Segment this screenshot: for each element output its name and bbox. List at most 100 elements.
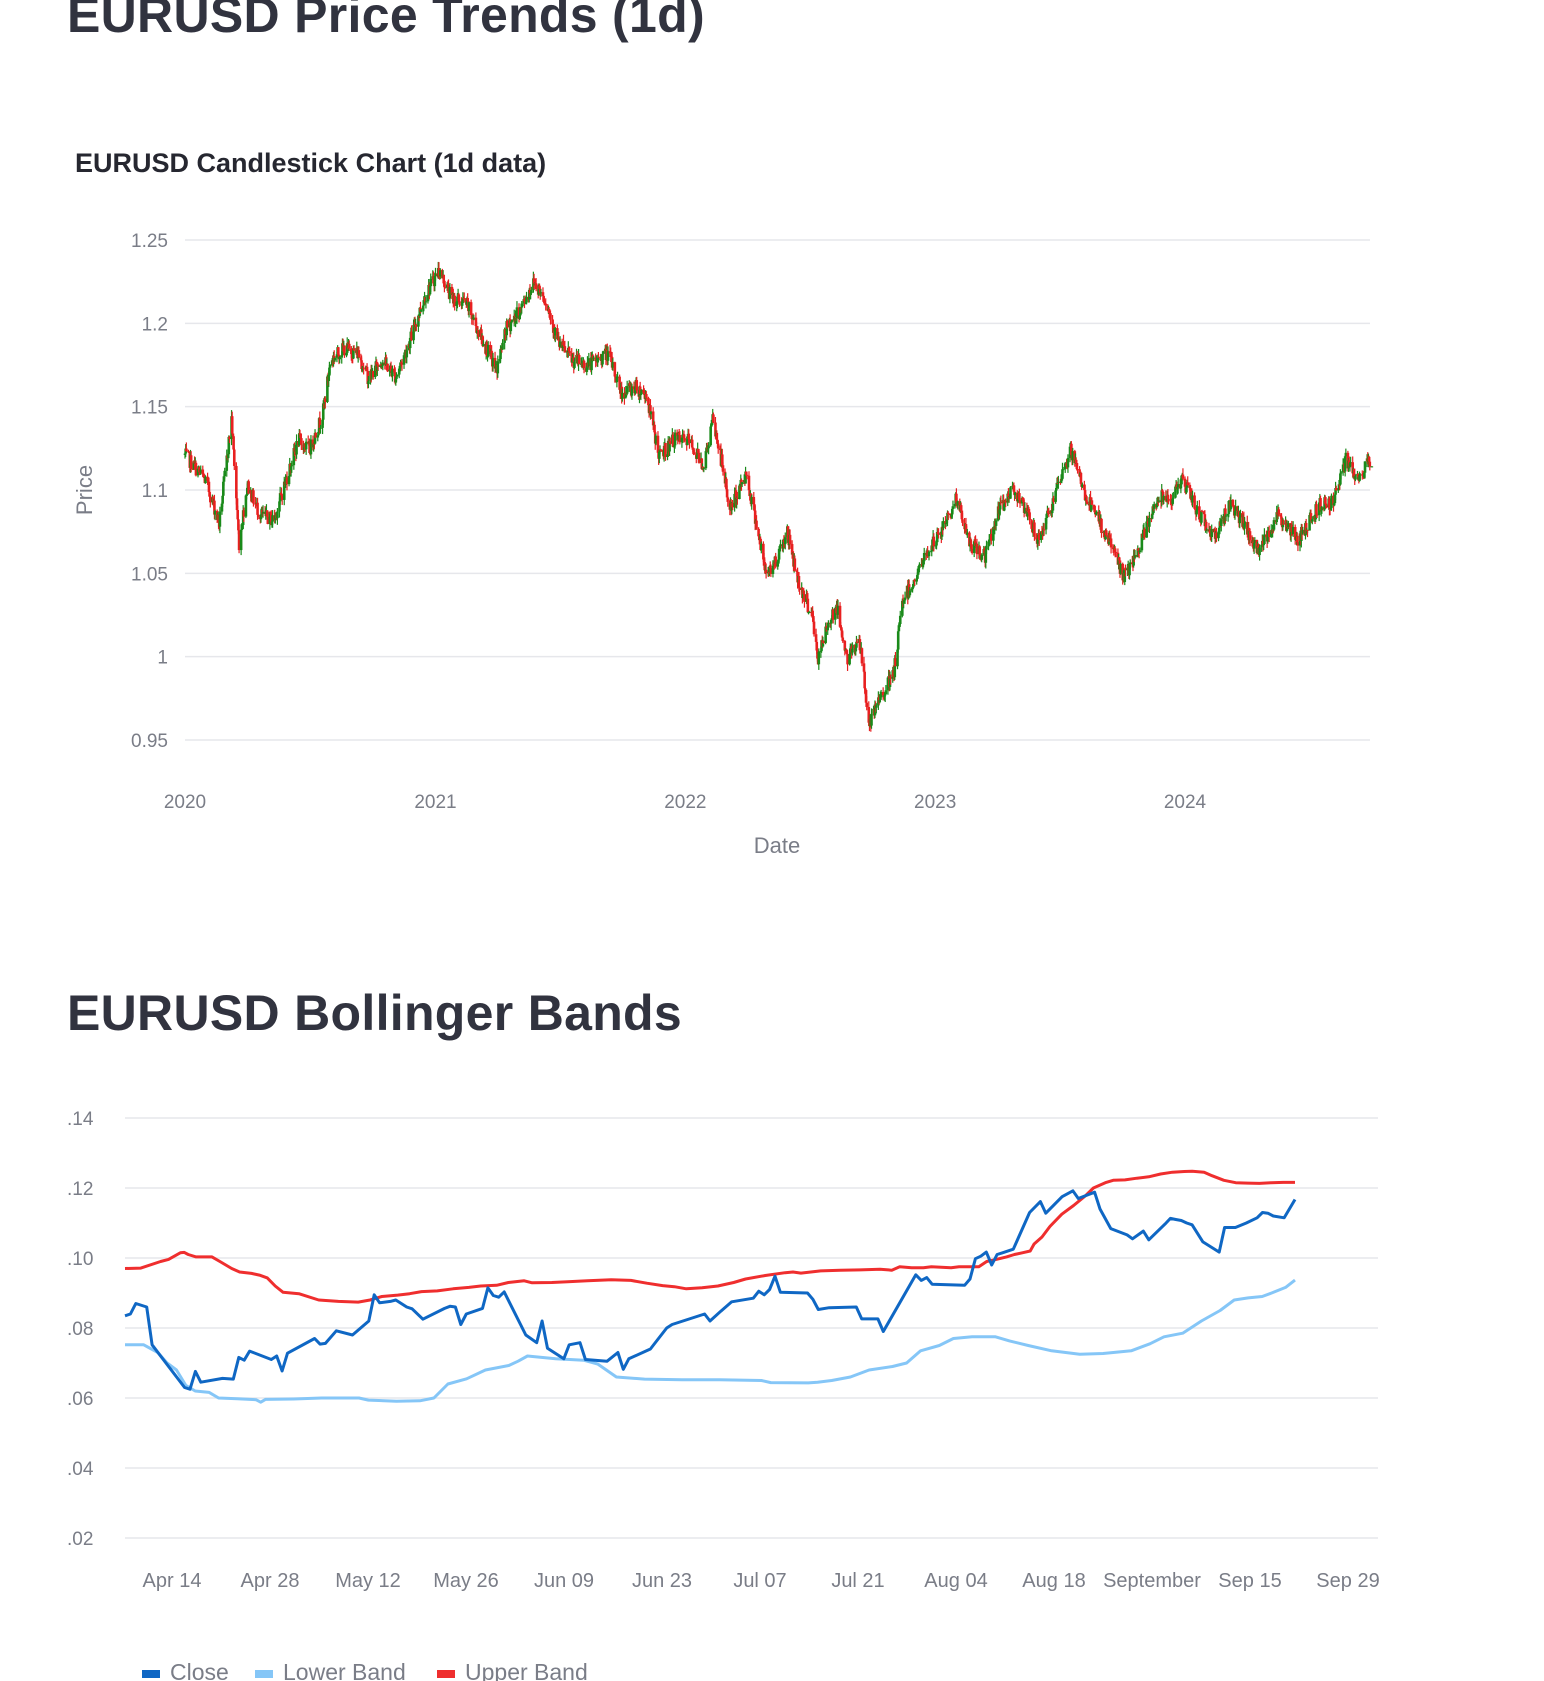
candle-body bbox=[725, 489, 729, 498]
candle-body bbox=[337, 354, 341, 360]
candle-body bbox=[187, 451, 190, 453]
candle-body bbox=[525, 296, 528, 303]
candle-body bbox=[750, 496, 754, 505]
candle-body bbox=[289, 466, 293, 471]
candle-body bbox=[367, 381, 370, 385]
candle-body bbox=[922, 561, 925, 565]
candle-body bbox=[782, 539, 786, 542]
candle-body bbox=[760, 543, 763, 550]
candle-body bbox=[532, 278, 535, 291]
bollinger-chart[interactable]: .14 .12 .10 .08 .06 .04 .02 Apr 14 Apr 28 May 12 M… bbox=[0, 1090, 1544, 1681]
candle-body bbox=[562, 341, 565, 346]
candle-body bbox=[935, 531, 939, 543]
candle-body bbox=[228, 436, 231, 440]
candle-body bbox=[1052, 498, 1055, 502]
candle-body bbox=[1309, 513, 1313, 520]
x-tick-label: Sep 29 bbox=[1316, 1570, 1379, 1592]
candle-body bbox=[744, 471, 748, 475]
candle-body bbox=[319, 427, 322, 429]
candle-body bbox=[913, 580, 916, 582]
candle-body bbox=[1319, 498, 1322, 511]
candle-body bbox=[776, 561, 780, 567]
candle-body bbox=[547, 308, 551, 313]
candle-body bbox=[362, 367, 365, 369]
candle-body bbox=[1367, 456, 1371, 462]
candle-body bbox=[467, 302, 471, 312]
candle-body bbox=[968, 532, 971, 547]
candle-body bbox=[879, 691, 883, 698]
candle-body bbox=[645, 393, 648, 398]
candle-body bbox=[380, 365, 384, 367]
candle-body bbox=[662, 448, 666, 457]
candle-body bbox=[854, 647, 858, 651]
candle-body bbox=[1123, 568, 1127, 582]
candle-body bbox=[1138, 550, 1142, 553]
candle-body bbox=[1229, 499, 1233, 510]
y-tick-label: .08 bbox=[67, 1319, 93, 1340]
candle-body bbox=[486, 344, 490, 357]
candle-body bbox=[1026, 510, 1030, 512]
candle-body bbox=[630, 386, 634, 396]
candle-body bbox=[278, 501, 281, 512]
candle-body bbox=[783, 537, 787, 545]
candle-body bbox=[819, 650, 823, 652]
candle-body bbox=[1076, 469, 1079, 471]
candle-body bbox=[747, 475, 751, 491]
candle-body bbox=[360, 368, 364, 370]
candle-body bbox=[970, 544, 973, 549]
candle-body bbox=[1275, 512, 1279, 523]
candle-body bbox=[985, 545, 988, 550]
candle-body bbox=[594, 357, 597, 361]
candle-body bbox=[932, 536, 936, 547]
candle-body bbox=[488, 344, 492, 355]
candle-body bbox=[1161, 490, 1164, 492]
candle-body bbox=[955, 493, 958, 503]
candle-body bbox=[202, 473, 205, 478]
candle-body bbox=[300, 438, 303, 445]
candle-body bbox=[1250, 539, 1254, 544]
candle-body bbox=[1056, 482, 1059, 484]
candle-body bbox=[1261, 540, 1265, 546]
candle-body bbox=[1348, 463, 1352, 467]
candle-body bbox=[918, 564, 921, 568]
candle-body bbox=[715, 432, 719, 440]
candle-body bbox=[1027, 511, 1031, 513]
candle-body bbox=[236, 509, 240, 520]
candle-body bbox=[1343, 456, 1347, 472]
candle-body bbox=[1265, 534, 1268, 537]
candle-body bbox=[571, 358, 574, 363]
candle-body bbox=[245, 487, 249, 495]
candle-body bbox=[250, 490, 253, 502]
candle-body bbox=[237, 519, 240, 531]
candle-body bbox=[1013, 492, 1017, 496]
candle-body bbox=[360, 360, 363, 370]
candle-body bbox=[777, 559, 780, 562]
candle-body bbox=[781, 539, 785, 549]
candle-body bbox=[661, 449, 665, 452]
candle-body bbox=[973, 541, 977, 543]
candle-body bbox=[285, 477, 289, 485]
y-tick-label: .10 bbox=[67, 1249, 93, 1270]
candle-body bbox=[556, 328, 559, 340]
candle-body bbox=[394, 378, 398, 383]
candle-body bbox=[1140, 533, 1144, 551]
candle-body bbox=[841, 637, 845, 641]
candle-body bbox=[944, 521, 947, 525]
candle-body bbox=[599, 357, 602, 361]
candle-body bbox=[706, 448, 710, 450]
candle-body bbox=[625, 386, 629, 394]
candle-body bbox=[1016, 499, 1020, 502]
candle-body bbox=[261, 511, 265, 514]
candle-body bbox=[608, 351, 612, 354]
candle-body bbox=[1061, 469, 1065, 471]
candle-body bbox=[1215, 532, 1218, 539]
candle-body bbox=[213, 510, 217, 515]
candle-body bbox=[649, 411, 653, 415]
x-tick-label: 2024 bbox=[1164, 792, 1207, 813]
candle-body bbox=[1287, 523, 1290, 527]
candle-body bbox=[1363, 461, 1367, 473]
candle-body bbox=[709, 426, 712, 446]
y-tick-label: 1.25 bbox=[131, 231, 168, 252]
candlestick-chart[interactable]: 1.25 1.2 1.15 1.1 1.05 1 0.95 2020 2021 2022 2023 2… bbox=[0, 200, 1544, 880]
candle-body bbox=[718, 448, 722, 451]
